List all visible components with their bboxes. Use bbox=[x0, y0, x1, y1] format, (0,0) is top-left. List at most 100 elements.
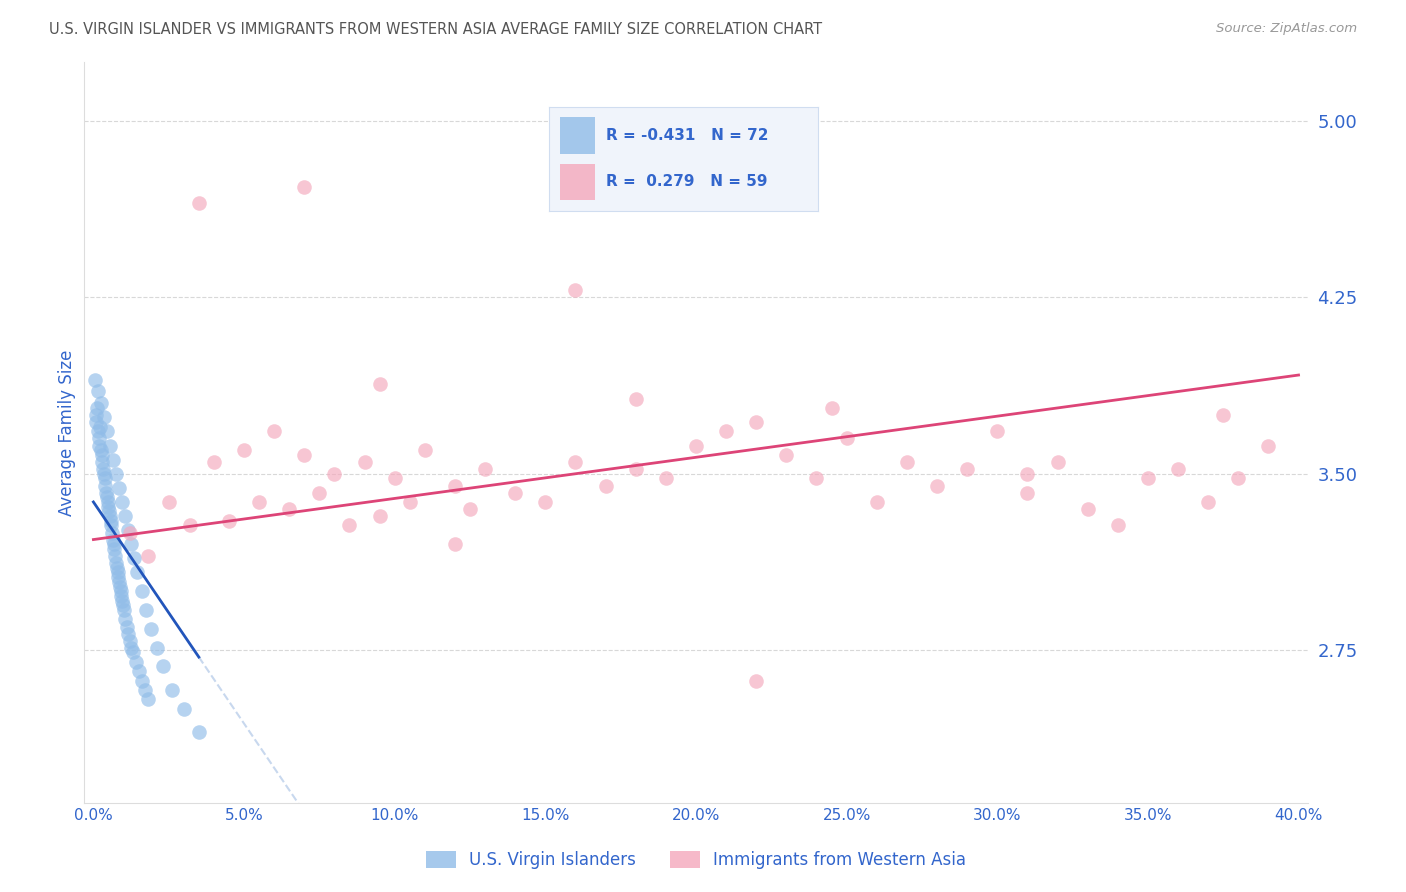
Point bbox=[263, 425, 285, 439]
Point bbox=[108, 574, 131, 589]
Y-axis label: Average Family Size: Average Family Size bbox=[58, 350, 76, 516]
Point bbox=[84, 408, 107, 422]
Point bbox=[115, 619, 138, 633]
Point bbox=[152, 659, 174, 673]
Point bbox=[108, 580, 131, 594]
Text: Source: ZipAtlas.com: Source: ZipAtlas.com bbox=[1216, 22, 1357, 36]
Point bbox=[90, 396, 112, 410]
Point bbox=[104, 549, 127, 563]
Point bbox=[474, 462, 496, 476]
Point bbox=[131, 584, 153, 599]
Point bbox=[292, 180, 315, 194]
Point bbox=[110, 589, 132, 603]
Point bbox=[308, 485, 330, 500]
Point bbox=[127, 566, 149, 580]
Point bbox=[84, 373, 107, 387]
Point bbox=[87, 425, 110, 439]
Point bbox=[98, 504, 121, 518]
Point bbox=[91, 462, 114, 476]
Legend: U.S. Virgin Islanders, Immigrants from Western Asia: U.S. Virgin Islanders, Immigrants from W… bbox=[419, 845, 973, 876]
Point bbox=[101, 452, 124, 467]
Point bbox=[111, 593, 134, 607]
Point bbox=[1227, 471, 1250, 485]
Point bbox=[105, 556, 127, 570]
Point bbox=[1017, 467, 1039, 481]
Point bbox=[117, 523, 139, 537]
Point bbox=[202, 455, 225, 469]
Point bbox=[89, 438, 111, 452]
Point bbox=[118, 525, 141, 540]
Point bbox=[114, 612, 136, 626]
Point bbox=[86, 415, 108, 429]
Point bbox=[413, 443, 436, 458]
Point bbox=[91, 455, 114, 469]
Point bbox=[100, 514, 122, 528]
Point bbox=[1197, 495, 1219, 509]
Point bbox=[323, 467, 346, 481]
Point bbox=[233, 443, 256, 458]
Point bbox=[458, 502, 481, 516]
Point bbox=[94, 485, 117, 500]
Point bbox=[93, 467, 115, 481]
Point bbox=[1017, 485, 1039, 500]
Point bbox=[94, 471, 117, 485]
Point bbox=[87, 432, 110, 446]
Point bbox=[1257, 438, 1279, 452]
Point bbox=[103, 537, 125, 551]
Point bbox=[292, 448, 315, 462]
Point bbox=[134, 683, 156, 698]
Point bbox=[94, 478, 117, 492]
Point bbox=[120, 640, 142, 655]
Point bbox=[1136, 471, 1159, 485]
Point bbox=[595, 478, 617, 492]
Point bbox=[564, 455, 586, 469]
Point bbox=[534, 495, 557, 509]
Point bbox=[93, 410, 115, 425]
Point bbox=[775, 448, 797, 462]
Point bbox=[120, 537, 142, 551]
Point bbox=[218, 514, 240, 528]
Point bbox=[87, 384, 110, 399]
Point bbox=[118, 633, 141, 648]
Point bbox=[353, 455, 375, 469]
Point bbox=[187, 196, 209, 211]
Point bbox=[368, 377, 391, 392]
Point bbox=[111, 599, 134, 613]
Point bbox=[173, 702, 195, 716]
Point bbox=[160, 683, 183, 698]
Point bbox=[1167, 462, 1189, 476]
Point bbox=[124, 655, 146, 669]
Point bbox=[564, 284, 586, 298]
Point bbox=[685, 438, 707, 452]
Point bbox=[1046, 455, 1069, 469]
Point bbox=[96, 425, 118, 439]
Point bbox=[89, 419, 111, 434]
Point bbox=[139, 622, 162, 636]
Point bbox=[135, 603, 157, 617]
Point bbox=[112, 603, 135, 617]
Point bbox=[624, 462, 647, 476]
Point bbox=[398, 495, 420, 509]
Point bbox=[503, 485, 526, 500]
Point bbox=[86, 401, 108, 415]
Point bbox=[121, 645, 143, 659]
Point bbox=[835, 432, 858, 446]
Point bbox=[444, 478, 467, 492]
Point bbox=[107, 566, 129, 580]
Point bbox=[107, 570, 129, 584]
Text: U.S. VIRGIN ISLANDER VS IMMIGRANTS FROM WESTERN ASIA AVERAGE FAMILY SIZE CORRELA: U.S. VIRGIN ISLANDER VS IMMIGRANTS FROM … bbox=[49, 22, 823, 37]
Point bbox=[820, 401, 842, 415]
Point bbox=[122, 551, 145, 566]
Point bbox=[103, 541, 125, 556]
Point bbox=[108, 481, 131, 495]
Point bbox=[384, 471, 406, 485]
Point bbox=[98, 509, 121, 524]
Point bbox=[96, 490, 118, 504]
Point bbox=[179, 518, 201, 533]
Point bbox=[896, 455, 918, 469]
Point bbox=[745, 415, 768, 429]
Point bbox=[90, 448, 112, 462]
Point bbox=[925, 478, 948, 492]
Point bbox=[1212, 408, 1234, 422]
Point bbox=[157, 495, 180, 509]
